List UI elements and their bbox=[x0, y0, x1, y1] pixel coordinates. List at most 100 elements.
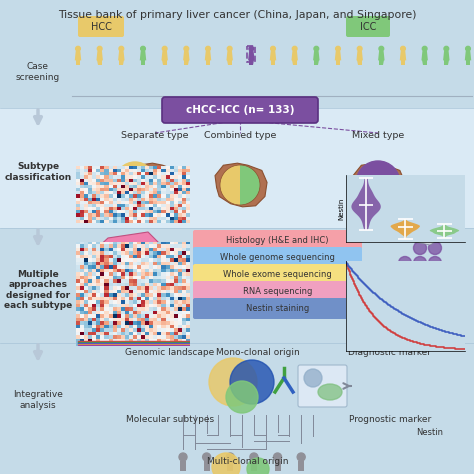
Polygon shape bbox=[357, 60, 359, 65]
Polygon shape bbox=[468, 60, 470, 65]
Polygon shape bbox=[465, 51, 471, 60]
Bar bbox=[78, 342, 191, 343]
Bar bbox=[274, 461, 281, 471]
Polygon shape bbox=[382, 60, 383, 65]
Polygon shape bbox=[248, 51, 255, 60]
Text: HCC: HCC bbox=[109, 275, 127, 284]
Circle shape bbox=[399, 256, 411, 270]
Polygon shape bbox=[78, 60, 80, 65]
Circle shape bbox=[271, 46, 275, 51]
Polygon shape bbox=[400, 51, 406, 60]
Circle shape bbox=[292, 46, 297, 51]
Polygon shape bbox=[118, 51, 125, 60]
Circle shape bbox=[413, 272, 427, 284]
Polygon shape bbox=[130, 163, 182, 207]
Polygon shape bbox=[271, 60, 273, 65]
Polygon shape bbox=[140, 51, 146, 60]
Polygon shape bbox=[378, 51, 384, 60]
Text: Multiple
approaches
designed for
each subtype: Multiple approaches designed for each su… bbox=[4, 270, 72, 310]
Polygon shape bbox=[215, 163, 267, 207]
Polygon shape bbox=[205, 51, 211, 60]
Polygon shape bbox=[400, 233, 435, 245]
Circle shape bbox=[230, 360, 274, 404]
Text: ICC: ICC bbox=[131, 244, 145, 253]
FancyBboxPatch shape bbox=[346, 16, 390, 37]
Bar bbox=[0, 0, 474, 108]
FancyBboxPatch shape bbox=[298, 365, 347, 407]
Polygon shape bbox=[336, 60, 338, 65]
Polygon shape bbox=[183, 51, 190, 60]
Polygon shape bbox=[314, 60, 316, 65]
Polygon shape bbox=[230, 60, 232, 65]
Polygon shape bbox=[249, 60, 251, 65]
Circle shape bbox=[297, 453, 305, 461]
Circle shape bbox=[444, 46, 449, 51]
Text: Subtype
classification: Subtype classification bbox=[4, 162, 72, 182]
Polygon shape bbox=[356, 51, 363, 60]
Circle shape bbox=[250, 453, 258, 461]
Polygon shape bbox=[228, 60, 229, 65]
Polygon shape bbox=[220, 165, 240, 205]
Circle shape bbox=[428, 272, 441, 284]
Polygon shape bbox=[143, 60, 145, 65]
Polygon shape bbox=[338, 60, 340, 65]
Polygon shape bbox=[100, 60, 102, 65]
Circle shape bbox=[465, 46, 470, 51]
Bar bbox=[298, 461, 304, 471]
Circle shape bbox=[203, 453, 210, 461]
FancyBboxPatch shape bbox=[193, 230, 362, 251]
Circle shape bbox=[209, 358, 257, 406]
Polygon shape bbox=[466, 60, 468, 65]
FancyBboxPatch shape bbox=[193, 281, 362, 302]
Bar bbox=[78, 341, 191, 342]
Polygon shape bbox=[360, 60, 362, 65]
Text: Mixed type: Mixed type bbox=[352, 131, 404, 140]
Polygon shape bbox=[119, 60, 121, 65]
Text: Prognostic marker: Prognostic marker bbox=[349, 415, 431, 424]
Polygon shape bbox=[240, 165, 260, 205]
Circle shape bbox=[226, 381, 258, 413]
Circle shape bbox=[115, 162, 155, 202]
Text: Single nucleus
sequencing: Single nucleus sequencing bbox=[389, 312, 451, 331]
Text: Histology (H&E and IHC): Histology (H&E and IHC) bbox=[226, 236, 329, 245]
Text: Laser capture
microdissection: Laser capture microdissection bbox=[97, 306, 163, 325]
Text: Combined type: Combined type bbox=[204, 131, 276, 140]
Text: Separate type: Separate type bbox=[121, 131, 189, 140]
Polygon shape bbox=[186, 60, 189, 65]
Text: Whole genome sequencing: Whole genome sequencing bbox=[220, 253, 335, 262]
Text: Whole exome sequencing: Whole exome sequencing bbox=[223, 270, 332, 279]
Polygon shape bbox=[252, 60, 254, 65]
Text: HCC: HCC bbox=[91, 21, 111, 31]
Text: RNA sequencing: RNA sequencing bbox=[243, 287, 312, 296]
Circle shape bbox=[226, 453, 234, 461]
Text: Tissue bank of primary liver cancer (China, Japan, and Singapore): Tissue bank of primary liver cancer (Chi… bbox=[58, 10, 416, 20]
Polygon shape bbox=[447, 60, 448, 65]
Text: Nestin staining: Nestin staining bbox=[246, 304, 309, 313]
Text: cHCC-ICC (n= 133): cHCC-ICC (n= 133) bbox=[186, 105, 294, 115]
Bar bbox=[78, 344, 191, 346]
Circle shape bbox=[184, 46, 189, 51]
Polygon shape bbox=[92, 232, 168, 298]
Polygon shape bbox=[444, 60, 446, 65]
Circle shape bbox=[399, 272, 411, 284]
Circle shape bbox=[336, 46, 340, 51]
Circle shape bbox=[179, 453, 187, 461]
Bar bbox=[78, 346, 191, 347]
Polygon shape bbox=[163, 60, 164, 65]
Polygon shape bbox=[121, 60, 124, 65]
Polygon shape bbox=[96, 51, 103, 60]
Polygon shape bbox=[162, 51, 168, 60]
Polygon shape bbox=[273, 60, 275, 65]
Circle shape bbox=[428, 256, 441, 270]
Polygon shape bbox=[295, 60, 297, 65]
Polygon shape bbox=[184, 60, 186, 65]
Polygon shape bbox=[165, 60, 167, 65]
Bar bbox=[251, 461, 257, 471]
Circle shape bbox=[357, 46, 362, 51]
Polygon shape bbox=[443, 51, 449, 60]
Circle shape bbox=[76, 46, 80, 51]
Text: Case
screening: Case screening bbox=[16, 62, 60, 82]
Bar bbox=[78, 343, 191, 344]
Y-axis label: Nestin: Nestin bbox=[338, 197, 345, 220]
Circle shape bbox=[413, 256, 427, 270]
